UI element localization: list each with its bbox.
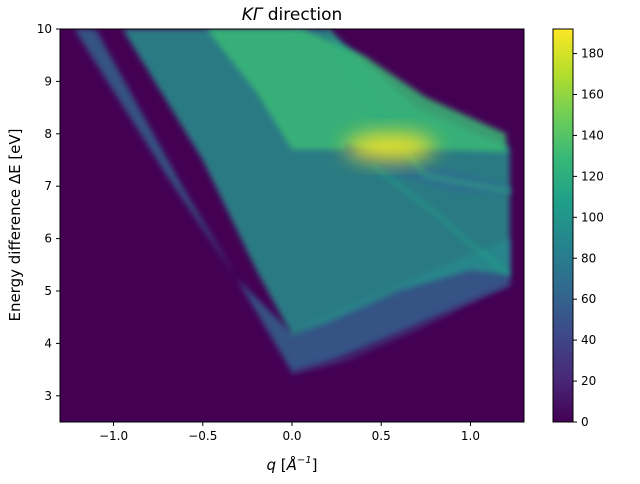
x-tick-label: 0.5 (372, 429, 391, 443)
colorbar-ticks: 0 20 40 60 80 100 120 140 160 180 (573, 47, 604, 429)
y-tick-label: 8 (44, 127, 52, 141)
x-axis: −1.0 −0.5 0.0 0.5 1.0 (99, 422, 480, 443)
x-tick-label: −1.0 (99, 429, 128, 443)
colorbar-tick-label: 140 (581, 128, 604, 142)
colorbar-tick-label: 120 (581, 169, 604, 183)
heat-ridge-low (291, 279, 511, 374)
chart-title: KΓ direction (242, 5, 343, 25)
colorbar (552, 28, 574, 423)
heatmap-layer (74, 29, 511, 374)
heat-hotspot (345, 132, 436, 161)
colorbar-tick-label: 100 (581, 210, 604, 224)
y-tick-label: 6 (44, 232, 52, 246)
y-tick-label: 9 (44, 74, 52, 88)
x-axis-label: q [Å−1] (266, 455, 317, 474)
y-axis: 3 4 5 6 7 8 9 10 (37, 22, 60, 403)
y-tick-label: 10 (37, 22, 52, 36)
colorbar-tick-label: 180 (581, 47, 604, 61)
colorbar-tick-label: 20 (581, 374, 596, 388)
heat-ridge-mid (371, 164, 511, 277)
colorbar-tick-label: 0 (581, 415, 589, 429)
colorbar-tick-label: 160 (581, 88, 604, 102)
y-tick-label: 4 (44, 336, 52, 350)
y-tick-label: 7 (44, 179, 52, 193)
colorbar-tick-label: 40 (581, 333, 596, 347)
y-tick-label: 5 (44, 284, 52, 298)
x-tick-label: 0.0 (282, 429, 301, 443)
heat-band-C (206, 29, 507, 153)
colorbar-tick-label: 80 (581, 251, 596, 265)
x-tick-label: 1.0 (461, 429, 480, 443)
colorbar-tick-label: 60 (581, 292, 596, 306)
y-axis-label: Energy difference ΔE [eV] (6, 128, 24, 321)
x-tick-label: −0.5 (188, 429, 217, 443)
y-tick-label: 3 (44, 389, 52, 403)
